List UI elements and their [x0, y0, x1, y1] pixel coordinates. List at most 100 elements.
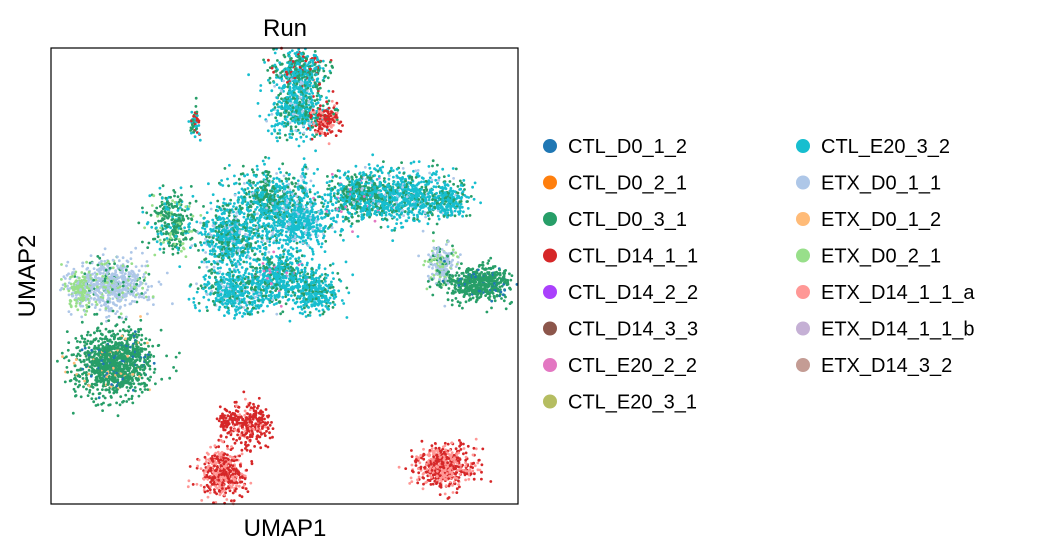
scatter-point [293, 185, 297, 188]
scatter-point [240, 187, 244, 191]
scatter-point [220, 225, 224, 229]
scatter-point [276, 224, 279, 228]
scatter-point [288, 64, 291, 67]
scatter-point [287, 182, 291, 186]
scatter-point [428, 208, 432, 212]
scatter-point [309, 203, 313, 207]
scatter-point [403, 210, 407, 213]
scatter-point [267, 214, 271, 218]
scatter-point [279, 228, 283, 232]
scatter-point [173, 225, 177, 228]
scatter-point [427, 165, 431, 168]
scatter-point [334, 201, 338, 205]
scatter-point [242, 260, 246, 264]
scatter-point [388, 196, 392, 199]
scatter-point [401, 185, 404, 189]
scatter-point [307, 70, 311, 74]
scatter-point [308, 76, 312, 80]
scatter-point [223, 207, 226, 211]
scatter-point [428, 176, 432, 180]
scatter-point [339, 187, 343, 191]
scatter-point [283, 115, 287, 118]
scatter-point [263, 61, 266, 64]
scatter-point [414, 169, 418, 173]
scatter-point [458, 200, 462, 204]
scatter-point [308, 233, 312, 237]
scatter-point [169, 236, 173, 240]
scatter-point [274, 191, 277, 194]
scatter-point [304, 203, 308, 207]
scatter-point [205, 265, 209, 269]
scatter-point [192, 130, 196, 134]
scatter-point [241, 237, 244, 241]
scatter-point [263, 209, 266, 213]
scatter-point [246, 250, 250, 254]
scatter-point [341, 215, 345, 219]
scatter-point [299, 221, 302, 224]
scatter-point [277, 246, 281, 250]
scatter-point [311, 225, 315, 229]
scatter-point [314, 202, 317, 206]
scatter-point [295, 137, 298, 141]
scatter-point [300, 226, 303, 229]
scatter-point [259, 195, 263, 199]
scatter-point [280, 195, 284, 198]
scatter-point [305, 194, 309, 198]
scatter-point [275, 83, 279, 86]
scatter-point [289, 98, 293, 101]
scatter-point [448, 204, 452, 208]
scatter-point [309, 87, 313, 91]
scatter-point [267, 58, 270, 62]
scatter-point [290, 49, 294, 52]
scatter-point [277, 208, 281, 212]
scatter-point [301, 189, 304, 193]
scatter-point [292, 176, 295, 180]
scatter-point [308, 78, 311, 82]
scatter-point [210, 253, 214, 256]
scatter-point [205, 235, 208, 239]
scatter-point [427, 179, 431, 183]
scatter-point [342, 203, 346, 206]
scatter-point [352, 186, 356, 190]
scatter-point [404, 199, 407, 203]
scatter-point [398, 192, 402, 195]
scatter-point [288, 51, 292, 54]
scatter-point [307, 103, 311, 107]
scatter-point [319, 104, 322, 108]
scatter-point [215, 234, 219, 238]
scatter-point [328, 60, 332, 64]
scatter-point [271, 201, 275, 205]
scatter-point [332, 216, 335, 220]
scatter-point [367, 192, 371, 195]
scatter-point [245, 243, 249, 246]
scatter-point [221, 220, 225, 224]
scatter-point [310, 64, 314, 67]
scatter-point [293, 93, 297, 97]
scatter-point [294, 54, 298, 58]
scatter-point [350, 215, 354, 219]
scatter-point [267, 156, 271, 160]
scatter-point [291, 208, 295, 212]
scatter-point [178, 203, 181, 206]
scatter-point [408, 196, 412, 200]
scatter-point [441, 196, 444, 200]
scatter-point [191, 214, 195, 218]
scatter-point [211, 218, 215, 222]
scatter-point [233, 269, 236, 272]
scatter-point [207, 182, 210, 186]
scatter-point [412, 213, 416, 217]
scatter-point [296, 118, 300, 121]
scatter-point [259, 191, 263, 195]
scatter-point [304, 57, 308, 60]
scatter-point [350, 191, 354, 194]
scatter-point [287, 113, 291, 117]
scatter-point [230, 261, 234, 265]
scatter-point [318, 227, 322, 230]
scatter-point [257, 234, 260, 238]
scatter-point [285, 194, 289, 198]
scatter-point [305, 69, 309, 73]
scatter-point [369, 177, 372, 181]
scatter-point [216, 266, 220, 270]
scatter-point [395, 167, 399, 171]
scatter-point [360, 217, 364, 221]
